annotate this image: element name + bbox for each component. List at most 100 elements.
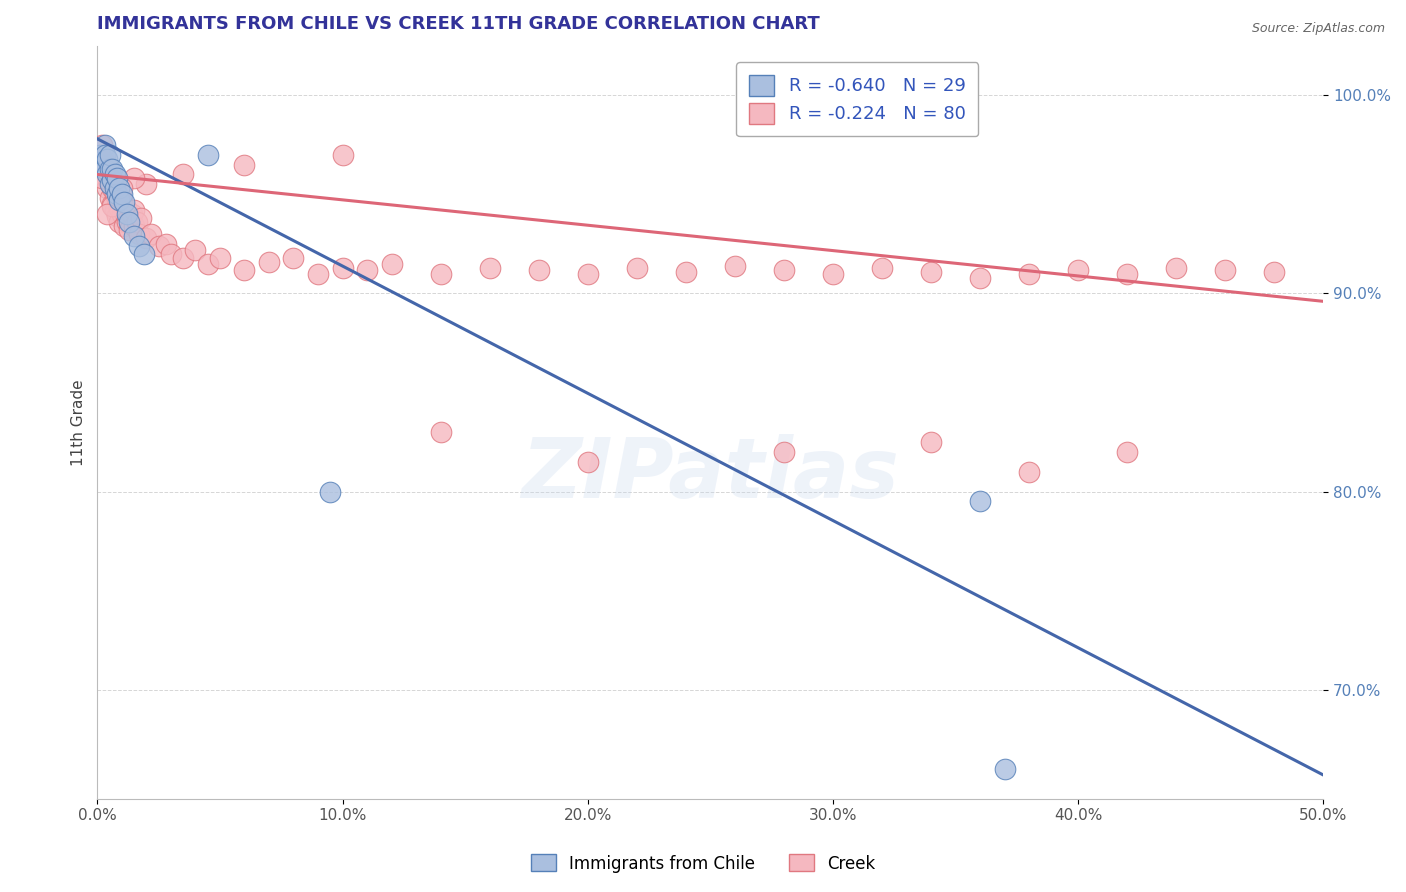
Point bbox=[128, 239, 150, 253]
Point bbox=[356, 262, 378, 277]
Point bbox=[920, 435, 942, 450]
Point bbox=[108, 201, 131, 215]
Point bbox=[98, 191, 121, 205]
Point bbox=[91, 158, 114, 172]
Point bbox=[969, 494, 991, 508]
Point bbox=[429, 267, 451, 281]
Point bbox=[105, 171, 128, 186]
Point bbox=[101, 173, 124, 187]
Point bbox=[103, 187, 125, 202]
Point bbox=[121, 207, 143, 221]
Point bbox=[233, 262, 256, 277]
Point bbox=[131, 211, 153, 225]
Point bbox=[1067, 262, 1090, 277]
Point bbox=[197, 257, 219, 271]
Point bbox=[821, 267, 844, 281]
Point bbox=[96, 168, 118, 182]
Point bbox=[111, 207, 134, 221]
Point bbox=[576, 455, 599, 469]
Point bbox=[91, 171, 114, 186]
Point bbox=[89, 152, 111, 166]
Legend: Immigrants from Chile, Creek: Immigrants from Chile, Creek bbox=[524, 847, 882, 880]
Point bbox=[122, 228, 145, 243]
Point bbox=[184, 243, 207, 257]
Point bbox=[332, 260, 354, 275]
Point bbox=[111, 193, 134, 207]
Point bbox=[103, 203, 125, 218]
Point bbox=[89, 147, 111, 161]
Point bbox=[101, 197, 124, 211]
Point bbox=[115, 203, 138, 218]
Point bbox=[103, 168, 125, 182]
Point bbox=[118, 223, 141, 237]
Point bbox=[172, 168, 194, 182]
Point bbox=[115, 215, 138, 229]
Point bbox=[381, 257, 404, 271]
Point bbox=[93, 137, 115, 152]
Point bbox=[1018, 465, 1040, 479]
Point bbox=[93, 171, 115, 186]
Point bbox=[93, 147, 115, 161]
Point bbox=[920, 264, 942, 278]
Point bbox=[132, 246, 155, 260]
Point bbox=[91, 137, 114, 152]
Point bbox=[148, 239, 170, 253]
Point bbox=[98, 147, 121, 161]
Point bbox=[1166, 260, 1188, 275]
Point bbox=[108, 181, 131, 195]
Point bbox=[1213, 262, 1236, 277]
Point bbox=[111, 187, 134, 202]
Point bbox=[307, 267, 329, 281]
Point bbox=[98, 178, 121, 192]
Text: ZIPatlas: ZIPatlas bbox=[522, 434, 900, 516]
Point bbox=[112, 219, 135, 233]
Point bbox=[125, 215, 148, 229]
Point bbox=[527, 262, 550, 277]
Point bbox=[993, 762, 1015, 776]
Text: IMMIGRANTS FROM CHILE VS CREEK 11TH GRADE CORRELATION CHART: IMMIGRANTS FROM CHILE VS CREEK 11TH GRAD… bbox=[97, 15, 820, 33]
Point bbox=[197, 147, 219, 161]
Point bbox=[626, 260, 648, 275]
Point bbox=[1116, 267, 1139, 281]
Point bbox=[93, 155, 115, 169]
Point bbox=[257, 254, 280, 268]
Point bbox=[141, 227, 163, 241]
Point bbox=[478, 260, 501, 275]
Point bbox=[675, 264, 697, 278]
Y-axis label: 11th Grade: 11th Grade bbox=[72, 379, 86, 466]
Point bbox=[1116, 445, 1139, 459]
Point bbox=[96, 181, 118, 195]
Point bbox=[105, 209, 128, 223]
Point bbox=[870, 260, 893, 275]
Point bbox=[128, 227, 150, 241]
Point bbox=[96, 165, 118, 179]
Point bbox=[283, 251, 305, 265]
Point bbox=[105, 191, 128, 205]
Point bbox=[429, 425, 451, 439]
Point bbox=[98, 161, 121, 176]
Point bbox=[1263, 264, 1285, 278]
Point bbox=[208, 251, 231, 265]
Point bbox=[108, 193, 131, 207]
Point bbox=[112, 205, 135, 219]
Point bbox=[115, 207, 138, 221]
Point bbox=[103, 181, 125, 195]
Point bbox=[319, 484, 342, 499]
Point bbox=[105, 187, 128, 202]
Point bbox=[96, 152, 118, 166]
Point bbox=[122, 203, 145, 218]
Point bbox=[101, 181, 124, 195]
Point bbox=[91, 161, 114, 176]
Point bbox=[724, 259, 747, 273]
Point bbox=[332, 147, 354, 161]
Point bbox=[773, 445, 796, 459]
Point bbox=[1018, 267, 1040, 281]
Point bbox=[101, 199, 124, 213]
Point bbox=[111, 181, 134, 195]
Point bbox=[96, 207, 118, 221]
Point bbox=[98, 175, 121, 189]
Point bbox=[122, 219, 145, 233]
Point bbox=[135, 178, 157, 192]
Text: Source: ZipAtlas.com: Source: ZipAtlas.com bbox=[1251, 22, 1385, 36]
Point bbox=[773, 262, 796, 277]
